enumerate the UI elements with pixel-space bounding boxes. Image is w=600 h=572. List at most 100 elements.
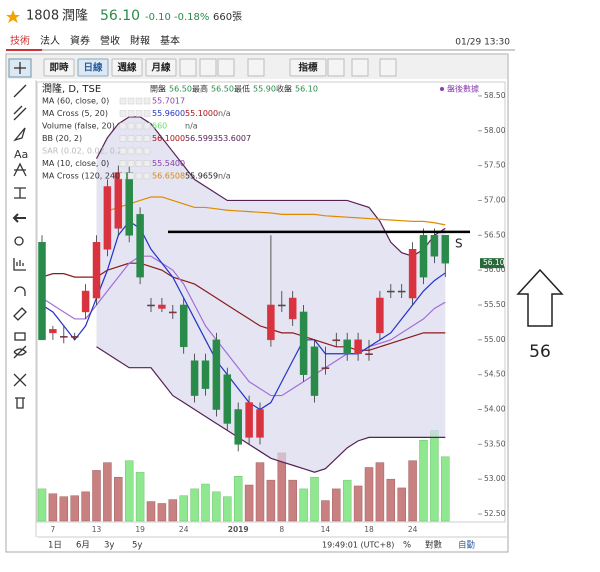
- volume-bar: [70, 495, 79, 522]
- volume-bar: [48, 493, 58, 522]
- toolbar-button[interactable]: 日線: [77, 58, 109, 77]
- legend-icon[interactable]: [143, 147, 151, 155]
- candle-body: [70, 336, 79, 338]
- icon-button[interactable]: [199, 58, 217, 77]
- volume-bar: [288, 479, 297, 522]
- toolbar-button[interactable]: 指標: [289, 58, 327, 77]
- toolbar-button[interactable]: 週線: [111, 58, 143, 77]
- tab[interactable]: 財報: [130, 34, 150, 47]
- x-tick-label: 14: [321, 525, 331, 534]
- icon-button[interactable]: [351, 58, 369, 77]
- icon-button[interactable]: [327, 58, 345, 77]
- tab[interactable]: 營收: [100, 34, 120, 47]
- x-tick-label: 2019: [228, 525, 249, 534]
- candle-body: [136, 214, 144, 278]
- x-tick-label: 7: [51, 525, 56, 534]
- volume-bar: [179, 495, 188, 522]
- icon-button[interactable]: [179, 58, 197, 77]
- legend-icon[interactable]: [143, 172, 151, 180]
- volume-bar: [332, 488, 341, 522]
- legend-icon[interactable]: [143, 135, 151, 142]
- range-button[interactable]: 1日: [48, 541, 62, 551]
- option-button[interactable]: 對數: [425, 540, 443, 551]
- legend-icon[interactable]: [135, 110, 143, 117]
- volume-bar: [201, 483, 210, 522]
- ohlc-label: 最低: [234, 84, 250, 94]
- legend-icon[interactable]: [135, 122, 143, 130]
- tool-text[interactable]: Aa: [14, 148, 28, 161]
- tab[interactable]: 基本: [160, 34, 180, 47]
- legend-icon[interactable]: [127, 172, 135, 180]
- tabs: 技術 法人 資券 營收 財報 基本: [10, 34, 180, 47]
- range-button[interactable]: 5y: [132, 541, 142, 551]
- tool-magnet[interactable]: [14, 286, 26, 296]
- legend-icon[interactable]: [127, 122, 135, 130]
- legend-icon[interactable]: [143, 110, 151, 117]
- tool-line[interactable]: [13, 84, 27, 98]
- tool-zoom[interactable]: [14, 236, 24, 246]
- legend-icon[interactable]: [119, 135, 127, 142]
- icon-button[interactable]: [379, 58, 397, 77]
- option-button[interactable]: 自動: [458, 540, 475, 551]
- tool-fib[interactable]: [14, 187, 26, 199]
- star[interactable]: [6, 10, 20, 23]
- tool-trash[interactable]: [15, 397, 25, 409]
- candle-body: [158, 304, 166, 309]
- legend-icon[interactable]: [143, 122, 151, 130]
- tool-channel[interactable]: [13, 105, 27, 121]
- tab[interactable]: 法人: [40, 34, 60, 47]
- volume-bar: [299, 488, 308, 522]
- legend-value: 55.9659: [185, 172, 218, 181]
- toolbar-button[interactable]: 即時: [43, 58, 75, 77]
- candle-body: [114, 172, 123, 229]
- legend-icon[interactable]: [127, 160, 135, 167]
- x-tick-label: 8: [279, 525, 284, 534]
- legend-icon[interactable]: [143, 160, 151, 167]
- legend-icon[interactable]: [135, 135, 143, 142]
- legend-value: 55.5400: [152, 159, 185, 168]
- toolbar-button[interactable]: 月線: [145, 58, 177, 77]
- legend-icon[interactable]: [119, 110, 127, 117]
- legend-icon[interactable]: [127, 110, 135, 117]
- tool-pen[interactable]: [13, 127, 26, 142]
- range-button[interactable]: 3y: [104, 541, 114, 551]
- tool-hide[interactable]: [13, 345, 27, 359]
- candle-body: [179, 304, 188, 348]
- tool-measure[interactable]: [13, 258, 26, 271]
- legend-icon[interactable]: [119, 97, 127, 105]
- tool-eraser[interactable]: [13, 307, 27, 321]
- legend-icon[interactable]: [119, 147, 127, 155]
- legend-icon[interactable]: [127, 147, 135, 155]
- tool-remove[interactable]: [13, 373, 27, 387]
- tab[interactable]: 資券: [70, 34, 90, 47]
- datetime: 01/29 13:30: [455, 38, 510, 48]
- icon-button[interactable]: [247, 58, 265, 77]
- ohlc-label: 最高: [192, 84, 208, 94]
- tool-pattern[interactable]: [13, 162, 27, 177]
- candle-body: [387, 290, 395, 293]
- ohlc-value: 56.50: [169, 85, 192, 94]
- candle-body: [321, 367, 330, 369]
- legend-icon[interactable]: [135, 97, 143, 105]
- legend-value: 55.7017: [152, 97, 185, 106]
- legend-icon[interactable]: [135, 160, 143, 167]
- legend-icon[interactable]: [143, 97, 151, 105]
- option-button[interactable]: %: [403, 541, 411, 551]
- legend-icon[interactable]: [135, 147, 143, 155]
- tool-back[interactable]: [12, 213, 26, 223]
- tool-lock[interactable]: [14, 332, 26, 341]
- candle-body: [267, 304, 275, 341]
- legend-icon[interactable]: [127, 97, 135, 105]
- legend-icon[interactable]: [119, 160, 127, 167]
- candle-body: [103, 186, 112, 250]
- range-button[interactable]: 6月: [76, 541, 90, 551]
- icon-button[interactable]: [217, 58, 235, 77]
- tab[interactable]: 技術: [10, 34, 30, 47]
- volume-bar: [397, 487, 406, 522]
- legend-icon[interactable]: [135, 172, 143, 180]
- legend-icon[interactable]: [119, 122, 127, 130]
- legend-icon[interactable]: [127, 135, 135, 142]
- legend-icon[interactable]: [119, 172, 127, 180]
- candle-body: [419, 235, 428, 278]
- volume-bar: [103, 462, 112, 522]
